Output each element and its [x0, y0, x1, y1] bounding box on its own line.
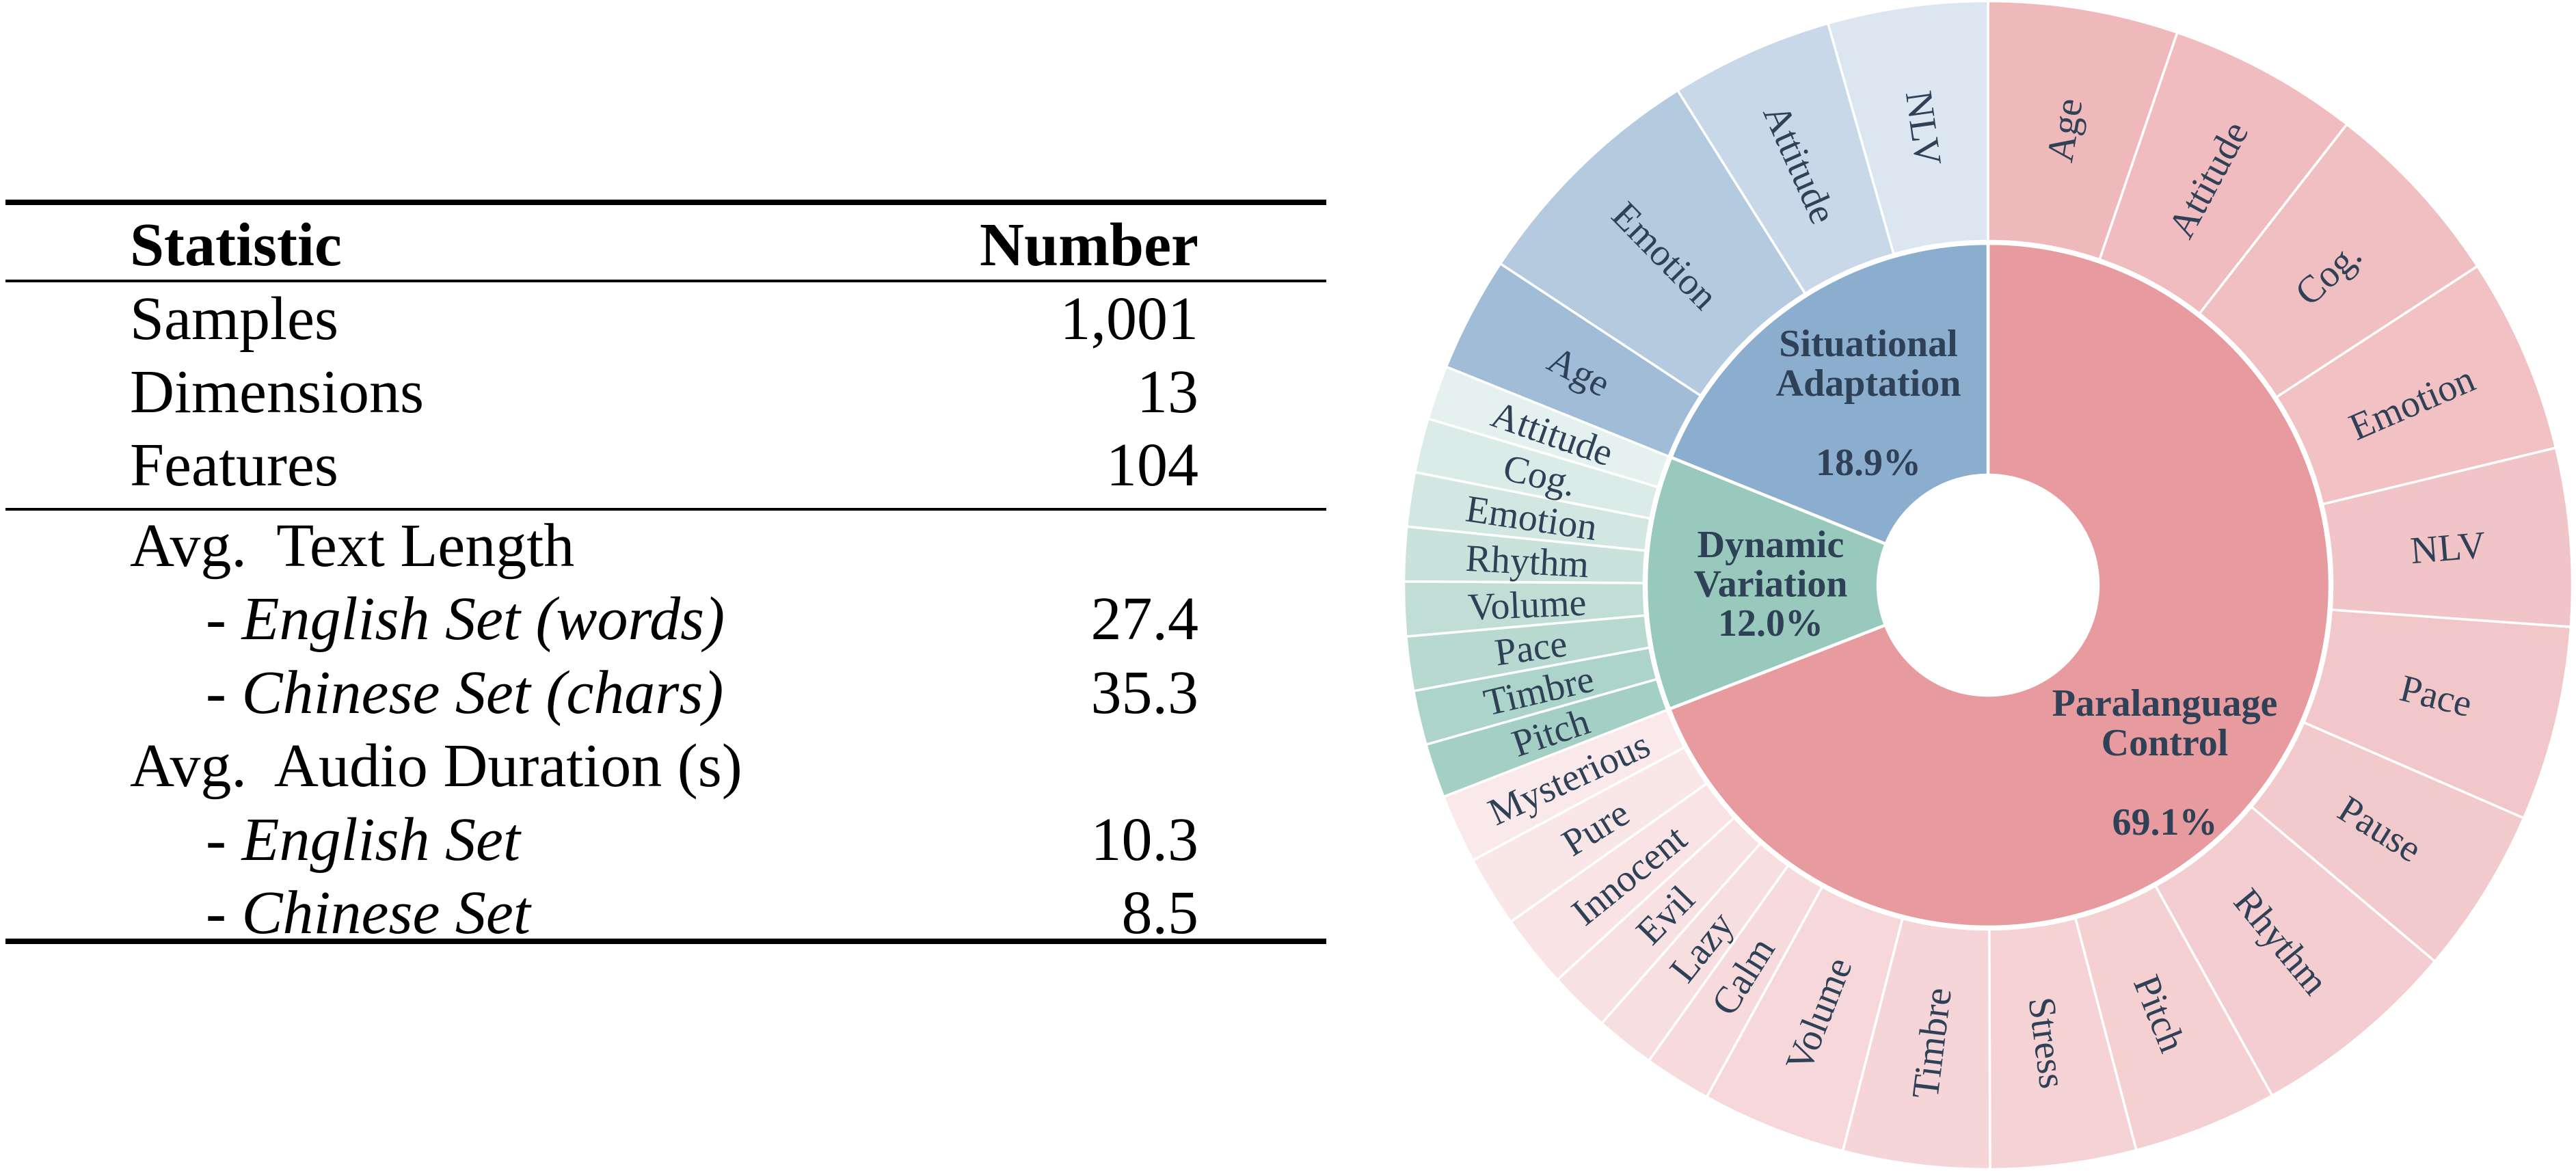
svg-text:12.0%: 12.0%: [1718, 602, 1823, 645]
svg-text:NLV: NLV: [2409, 524, 2487, 572]
svg-text:18.9%: 18.9%: [1816, 442, 1921, 484]
svg-text:Rhythm: Rhythm: [1464, 537, 1590, 587]
svg-text:Variation: Variation: [1693, 563, 1847, 606]
svg-text:Adaptation: Adaptation: [1776, 362, 1961, 405]
svg-text:Dynamic: Dynamic: [1698, 524, 1844, 566]
svg-text:Control: Control: [2102, 722, 2229, 764]
svg-text:NLV: NLV: [1897, 88, 1950, 168]
svg-text:Volume: Volume: [1467, 582, 1587, 629]
svg-text:Situational: Situational: [1779, 323, 1957, 365]
svg-text:69.1%: 69.1%: [2112, 801, 2218, 844]
svg-text:Paralanguage: Paralanguage: [2052, 682, 2278, 725]
svg-text:Age: Age: [2039, 95, 2091, 165]
svg-text:Pace: Pace: [1492, 623, 1570, 675]
